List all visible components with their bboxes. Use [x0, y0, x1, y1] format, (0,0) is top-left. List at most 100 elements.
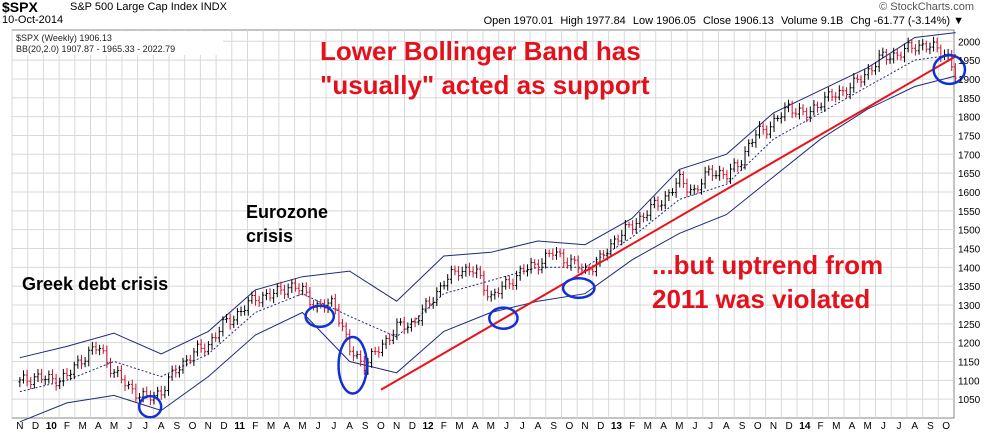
x-tick-label: M — [298, 421, 306, 432]
highlight-circle — [488, 306, 519, 330]
x-tick-label: M — [78, 421, 86, 432]
x-tick-label: M — [863, 421, 871, 432]
highlight-circle — [932, 53, 967, 86]
quote-bar: Open 1970.01 High 1977.84 Low 1906.05 Cl… — [480, 15, 964, 27]
x-tick-label: S — [362, 421, 369, 432]
x-tick-label: S — [927, 421, 934, 432]
trendline-layer — [380, 55, 957, 391]
bb-upper-line — [19, 32, 956, 359]
y-tick-label: 1600 — [958, 188, 981, 199]
x-tick-label: O — [377, 421, 385, 432]
x-tick-label: F — [629, 421, 635, 432]
legend-price: $SPX (Weekly) 1906.13 — [16, 33, 112, 43]
y-tick-label: 1350 — [958, 282, 981, 293]
y-tick-label: 1700 — [958, 150, 981, 161]
x-tick-label: S — [550, 421, 557, 432]
x-tick-label: J — [331, 421, 336, 432]
x-tick-label: M — [455, 421, 463, 432]
x-tick-label: A — [346, 421, 353, 432]
x-tick-label: M — [487, 421, 495, 432]
x-tick-label: N — [16, 421, 23, 432]
y-tick-label: 1100 — [958, 376, 980, 387]
x-tick-label: A — [158, 421, 165, 432]
x-tick-label: M — [267, 421, 275, 432]
x-tick-label: M — [110, 421, 118, 432]
x-tick-label: J — [127, 421, 132, 432]
x-tick-label: M — [832, 421, 840, 432]
x-tick-label: M — [644, 421, 652, 432]
x-tick-label: O — [565, 421, 573, 432]
x-tick-label: J — [143, 421, 148, 432]
annotation-greek: Greek debt crisis — [22, 274, 168, 294]
y-tick-label: 1800 — [958, 113, 981, 124]
x-tick-label: J — [692, 421, 697, 432]
x-tick-label: O — [942, 421, 950, 432]
date-label: 10-Oct-2014 — [2, 14, 64, 26]
chart-header: $SPX S&P 500 Large Cap Index INDX 10-Oct… — [0, 0, 984, 30]
x-tick-label: A — [95, 421, 102, 432]
annotation-euro-line1: Eurozone — [246, 202, 328, 222]
y-tick-label: 1850 — [958, 94, 981, 105]
change-value: Chg -61.77 (-3.14%) ▼ — [850, 15, 964, 27]
x-tick-label: J — [897, 421, 902, 432]
y-tick-label: 1750 — [958, 131, 981, 142]
y-tick-label: 1550 — [958, 207, 981, 218]
x-axis: N D 10 F M A M J J A S O N D 11 F M A M J J A S O N D 12 F M A M J J A S O N… — [16, 421, 950, 432]
annotation-bb-line1: Lower Bollinger Band has — [320, 36, 641, 66]
x-tick-label: A — [723, 421, 730, 432]
x-tick-label: J — [316, 421, 321, 432]
y-tick-label: 1500 — [958, 226, 981, 237]
x-tick-label: A — [535, 421, 542, 432]
gridlines — [11, 30, 954, 418]
x-tick-label: 12 — [422, 421, 434, 432]
x-tick-label: F — [817, 421, 823, 432]
symbol-label: $SPX — [2, 0, 38, 15]
x-tick-label: J — [520, 421, 525, 432]
close-value: Close 1906.13 — [702, 15, 774, 27]
y-tick-label: 1450 — [958, 244, 981, 255]
brand-label: © StockCharts.com — [879, 1, 974, 13]
x-tick-label: A — [472, 421, 479, 432]
highlight-circle — [304, 304, 336, 329]
x-tick-label: F — [252, 421, 258, 432]
y-tick-label: 1400 — [958, 263, 981, 274]
x-tick-label: O — [189, 421, 197, 432]
x-tick-label: N — [770, 421, 777, 432]
y-tick-label: 1200 — [958, 339, 981, 350]
x-tick-label: J — [504, 421, 509, 432]
x-tick-label: F — [441, 421, 447, 432]
y-tick-label: 1650 — [958, 169, 981, 180]
price-series — [18, 36, 957, 406]
x-tick-label: 10 — [46, 421, 58, 432]
x-tick-label: S — [174, 421, 181, 432]
highlight-circle — [337, 335, 369, 395]
highlight-circle — [561, 276, 596, 300]
annotation-uptrend-line1: ...but uptrend from — [652, 250, 883, 280]
y-tick-label: 2000 — [958, 37, 981, 48]
x-tick-label: 14 — [799, 421, 811, 432]
x-tick-label: 13 — [611, 421, 623, 432]
annotation-bb-line2: "usually" acted as support — [320, 70, 650, 100]
x-tick-label: N — [581, 421, 588, 432]
uptrend-line — [380, 55, 957, 391]
x-tick-label: N — [393, 421, 400, 432]
legend: $SPX (Weekly) 1906.13 BB(20,2.0) 1907.87… — [13, 31, 223, 55]
open-value: Open 1970.01 — [483, 15, 554, 27]
volume-value: Volume 9.1B — [780, 15, 844, 27]
x-tick-label: A — [283, 421, 290, 432]
x-tick-label: N — [205, 421, 212, 432]
y-tick-label: 1300 — [958, 301, 981, 312]
x-tick-label: J — [708, 421, 713, 432]
y-tick-label: 1150 — [958, 357, 980, 368]
high-value: High 1977.84 — [560, 15, 626, 27]
annotation-euro-line2: crisis — [246, 226, 293, 246]
x-tick-label: A — [911, 421, 918, 432]
x-tick-label: 11 — [234, 421, 245, 432]
x-tick-label: D — [597, 421, 604, 432]
x-tick-label: M — [675, 421, 683, 432]
x-tick-label: D — [32, 421, 39, 432]
y-tick-label: 1900 — [958, 75, 981, 86]
y-tick-label: 1950 — [958, 56, 981, 67]
x-tick-label: D — [409, 421, 416, 432]
